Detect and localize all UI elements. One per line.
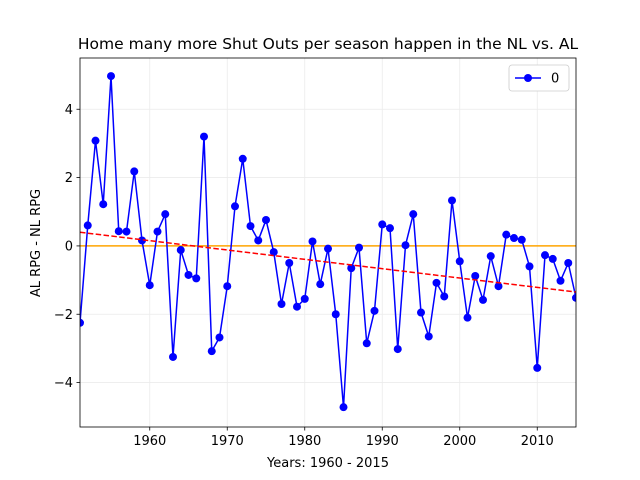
data-point [517,235,526,244]
data-point [277,300,286,308]
data-point [107,72,115,81]
y-tick-label: 4 [65,103,73,118]
data-point [83,221,92,230]
data-point [308,237,317,246]
data-point [231,202,239,211]
data-point [331,310,340,319]
data-point [254,236,263,245]
trend-line [80,231,576,293]
data-point [80,318,84,327]
data-point [300,294,309,303]
data-point [572,293,576,302]
data-point [401,241,410,250]
data-point [479,295,487,304]
y-axis-label: AL RPG - NL RPG [29,189,44,297]
axes-frame [79,57,577,428]
data-point [409,210,418,219]
plot-area [80,72,576,412]
data-point [432,278,441,287]
data-point [424,332,433,341]
y-tick-label: −4 [54,376,73,391]
data-point [153,227,162,236]
legend-label: 0 [551,72,559,87]
data-point [293,302,301,311]
data-point [347,264,356,273]
data-point [548,254,557,263]
data-point [556,276,565,285]
data-point [200,132,208,141]
data-point [370,306,379,315]
chart-title: Home many more Shut Outs per season happ… [78,35,579,53]
data-point [262,215,270,224]
data-point [533,363,542,372]
data-point [99,200,108,209]
data-point [114,227,123,236]
axes-layer: 1960 1970 1980 1990 2000 2010 −4 −2 0 2 4 [54,57,577,449]
y-tick-label: −2 [54,308,73,323]
data-point [122,227,131,236]
data-point [378,220,387,229]
data-point [215,333,224,342]
data-point [455,257,464,266]
data-point [525,262,534,271]
data-point [339,403,348,412]
data-point [207,347,216,356]
data-point [169,352,177,361]
data-point [502,230,511,239]
x-tick-label: 1960 [133,434,166,449]
data-point [417,308,425,317]
x-axis-label: Years: 1960 - 2015 [266,456,389,471]
plot-layer [80,72,576,412]
x-tick-label: 2010 [521,434,554,449]
data-point [269,248,278,257]
data-point [463,313,472,322]
data-point [285,259,294,267]
data-point [494,282,503,291]
data-point [386,224,394,233]
legend-marker [524,74,532,82]
data-point [510,234,518,243]
y-tick-label: 2 [65,171,73,186]
data-point [471,271,480,280]
data-point [355,243,363,252]
data-point [145,281,154,290]
data-point [362,339,371,348]
data-point [184,270,193,279]
data-point [91,136,100,145]
x-tick-label: 2000 [443,434,476,449]
data-point [223,282,232,291]
data-point [138,236,146,245]
legend: 0 [508,64,570,92]
data-point [393,345,402,354]
x-tick-label: 1990 [366,434,399,449]
data-point [238,154,247,163]
data-point [192,274,201,283]
data-point [448,196,456,205]
x-tick-label: 1970 [211,434,244,449]
data-point [564,259,573,267]
data-point [176,246,185,255]
data-point [440,292,449,301]
data-point [541,251,549,260]
data-point [246,222,255,231]
data-point [486,252,495,261]
data-point [324,244,332,253]
data-point [130,167,139,176]
data-point [316,280,325,289]
x-tick-label: 1980 [288,434,321,449]
y-tick-label: 0 [65,239,73,254]
data-point [161,210,170,219]
